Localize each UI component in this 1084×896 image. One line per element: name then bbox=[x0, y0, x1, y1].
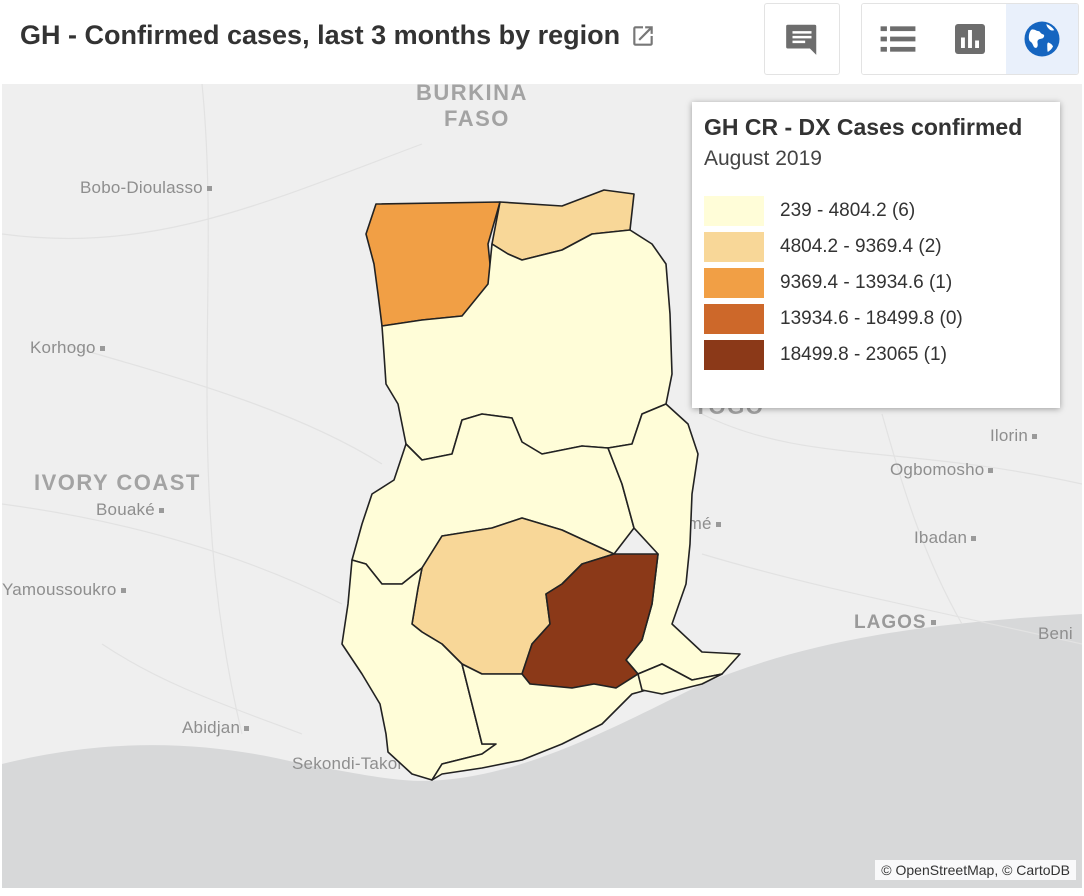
bar-chart-icon bbox=[955, 24, 985, 54]
legend-items: 239 - 4804.2 (6) 4804.2 - 9369.4 (2) 936… bbox=[704, 193, 1048, 373]
external-link-icon[interactable] bbox=[630, 23, 656, 49]
legend-item: 9369.4 - 13934.6 (1) bbox=[704, 265, 1048, 301]
region-greater-accra[interactable] bbox=[637, 663, 723, 695]
label-ivory-coast: IVORY COAST bbox=[34, 470, 201, 495]
roads bbox=[2, 84, 1082, 735]
table-view-button[interactable] bbox=[862, 4, 934, 74]
list-icon bbox=[880, 26, 916, 52]
label-burkina: BURKINA bbox=[416, 84, 528, 105]
legend-item: 4804.2 - 9369.4 (2) bbox=[704, 229, 1048, 265]
label-yamoussoukro: Yamoussoukro bbox=[2, 580, 126, 600]
label-bobo: Bobo-Dioulasso bbox=[80, 178, 212, 198]
choropleth-layer bbox=[341, 189, 741, 781]
legend-title: GH CR - DX Cases confirmed bbox=[704, 114, 1023, 140]
page-title: GH - Confirmed cases, last 3 months by r… bbox=[20, 20, 656, 51]
map-attribution: © OpenStreetMap, © CartoDB bbox=[875, 860, 1076, 880]
legend-label: 18499.8 - 23065 (1) bbox=[780, 344, 947, 365]
label-lagos: LAGOS bbox=[854, 612, 936, 634]
label-ogbomosho: Ogbomosho bbox=[890, 460, 994, 480]
legend-swatch bbox=[704, 340, 764, 370]
legend-label: 4804.2 - 9369.4 (2) bbox=[780, 236, 942, 257]
region-central[interactable] bbox=[431, 663, 669, 781]
legend-swatch bbox=[704, 232, 764, 262]
globe-icon bbox=[1024, 21, 1060, 57]
label-korhogo: Korhogo bbox=[30, 338, 105, 358]
legend-label: 13934.6 - 18499.8 (0) bbox=[780, 308, 963, 329]
label-faso: FASO bbox=[444, 106, 510, 131]
sea bbox=[2, 614, 1082, 888]
legend-item: 239 - 4804.2 (6) bbox=[704, 193, 1048, 229]
title-text: GH - Confirmed cases, last 3 months by r… bbox=[20, 20, 621, 50]
label-abidjan: Abidjan bbox=[182, 718, 250, 738]
label-beni: Beni bbox=[1038, 624, 1073, 643]
legend-item: 13934.6 - 18499.8 (0) bbox=[704, 301, 1048, 337]
label-bouake: Bouaké bbox=[96, 500, 164, 520]
label-ilorin: Ilorin bbox=[990, 426, 1038, 446]
map-legend: GH CR - DX Cases confirmed August 2019 2… bbox=[692, 102, 1060, 408]
legend-period: August 2019 bbox=[704, 147, 822, 170]
map-view-button[interactable] bbox=[1006, 4, 1078, 74]
legend-swatch bbox=[704, 196, 764, 226]
interpretations-button[interactable] bbox=[764, 3, 840, 75]
legend-item: 18499.8 - 23065 (1) bbox=[704, 337, 1048, 373]
chart-view-button[interactable] bbox=[934, 4, 1006, 74]
legend-label: 9369.4 - 13934.6 (1) bbox=[780, 272, 953, 293]
header: GH - Confirmed cases, last 3 months by r… bbox=[0, 0, 1084, 84]
legend-swatch bbox=[704, 268, 764, 298]
comment-icon bbox=[786, 24, 817, 55]
legend-swatch bbox=[704, 304, 764, 334]
legend-label: 239 - 4804.2 (6) bbox=[780, 200, 916, 221]
view-switcher bbox=[861, 3, 1079, 75]
label-sekondi: Sekondi-Takor bbox=[292, 754, 404, 773]
label-ibadan: Ibadan bbox=[914, 528, 977, 548]
basemap bbox=[2, 84, 1082, 888]
